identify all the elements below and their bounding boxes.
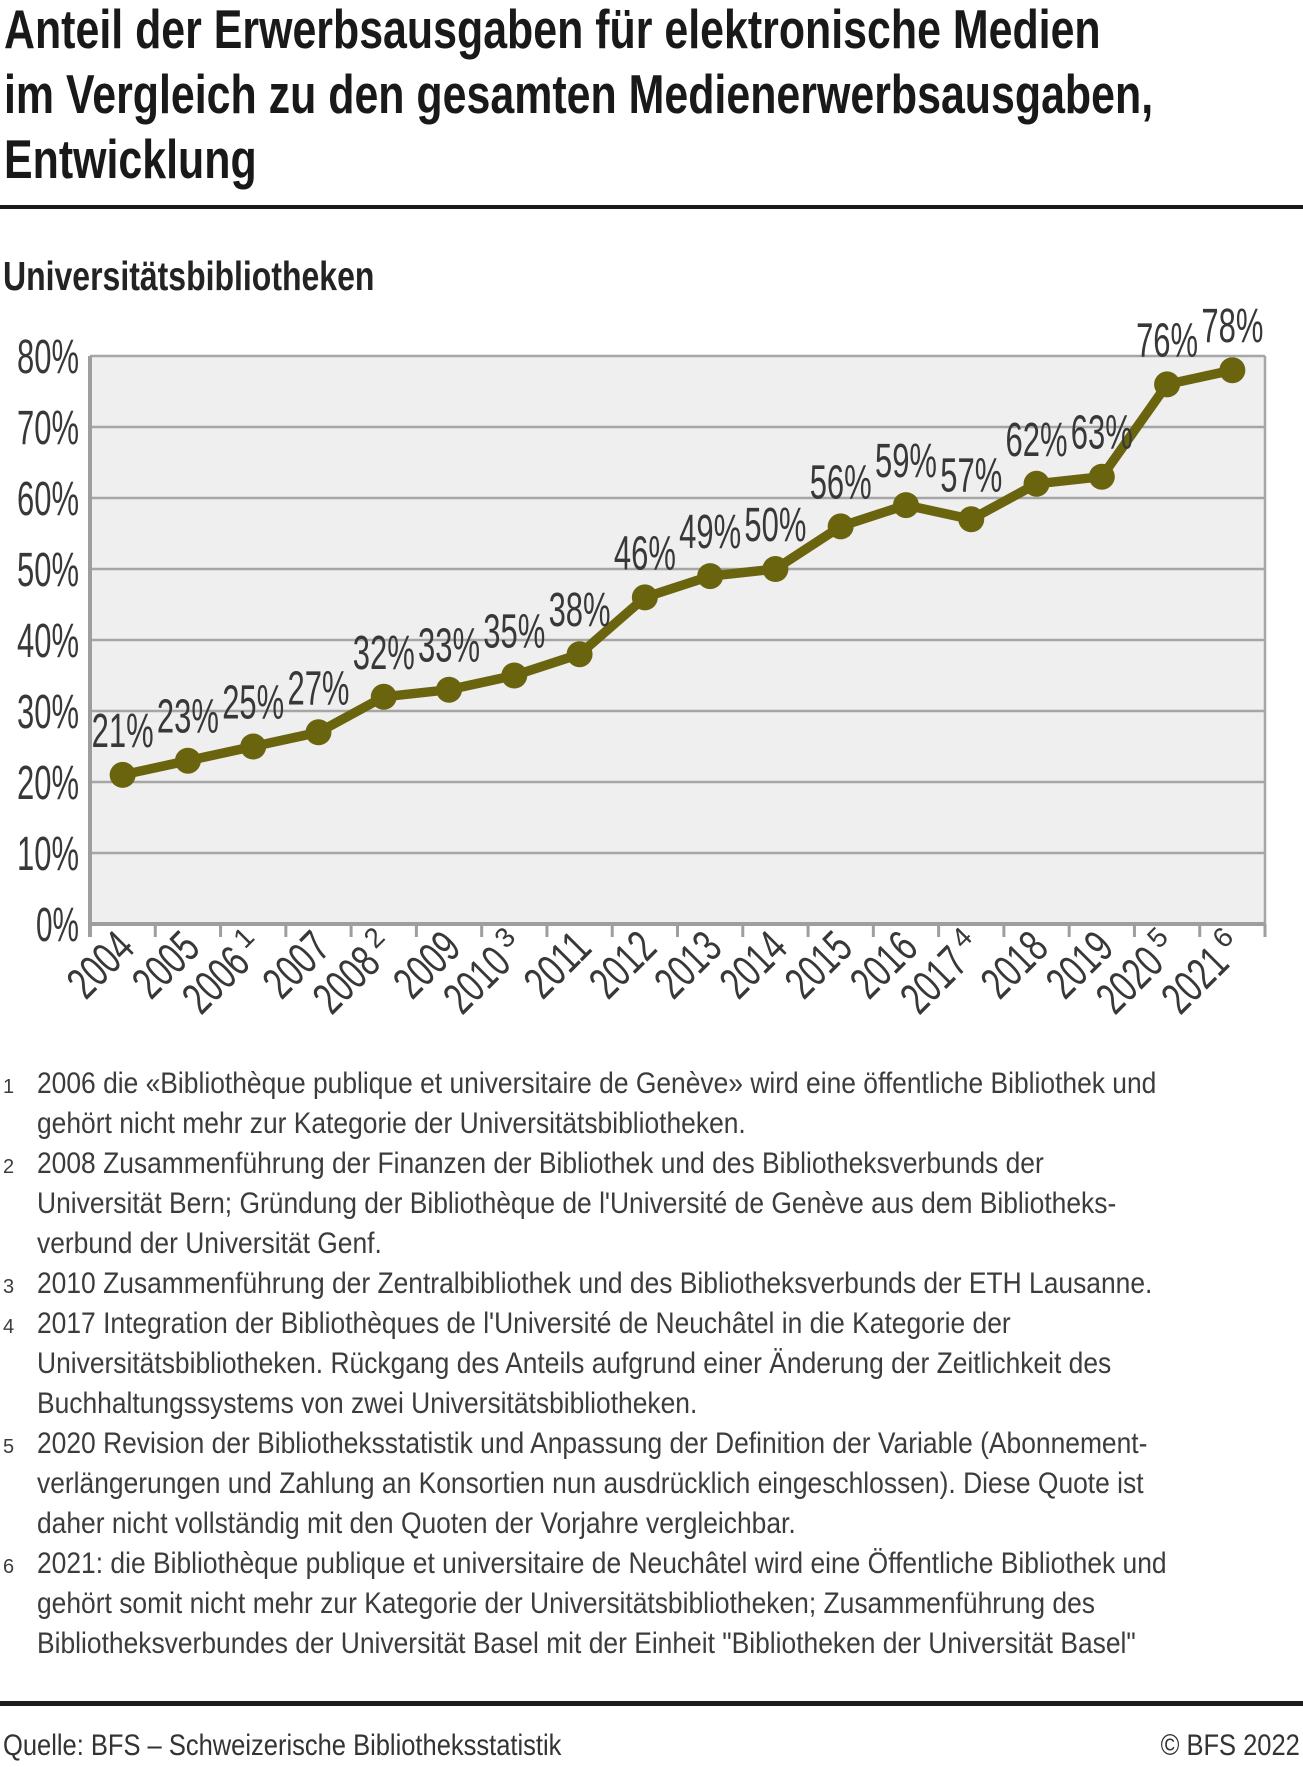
x-axis-labels: 2004200520061200720082200920103201120122… [57, 921, 1240, 1023]
data-label: 59% [875, 435, 937, 488]
data-point [631, 584, 658, 611]
data-point [566, 641, 593, 668]
data-point [1219, 357, 1246, 384]
footnote-text: 2006 die «Bibliothèque publique et unive… [37, 1067, 1157, 1140]
data-point [109, 761, 136, 788]
title-line-3: Entwicklung [4, 128, 257, 190]
footnote-marker: 5 [3, 1436, 15, 1458]
data-point [436, 676, 463, 703]
footnote-marker: 6 [3, 1556, 15, 1578]
y-tick-label: 20% [17, 757, 79, 810]
y-tick-label: 70% [17, 402, 79, 455]
data-point [762, 556, 789, 582]
data-label: 33% [418, 620, 480, 673]
footnote-marker: 4 [3, 1316, 15, 1338]
data-points [109, 357, 1246, 788]
y-tick-label: 50% [17, 544, 79, 597]
footnote-3: 3 2010 Zusammenführung der Zentralbibliot… [0, 1264, 1303, 1304]
footnote-marker: 3 [3, 1276, 15, 1298]
y-tick-label: 0% [36, 899, 79, 952]
gridlines [90, 354, 1267, 924]
y-axis-labels: 0% 10% 20% 30% 40% 50% 60% 70% 80% [17, 331, 79, 952]
footnote-text: 2008 Zusammenführung der Finanzen der Bi… [37, 1147, 1117, 1260]
data-point [240, 733, 267, 760]
source-text: Quelle: BFS – Schweizerische Bibliotheks… [3, 1729, 562, 1762]
y-tick-label: 40% [17, 615, 79, 668]
title-line-2: im Vergleich zu den gesamten Medienerwer… [4, 63, 1154, 125]
footnote-text: 2020 Revision der Bibliotheksstatistik u… [37, 1427, 1148, 1540]
data-label: 21% [92, 705, 154, 758]
y-tick-label: 10% [17, 828, 79, 881]
footnote-marker: 2 [3, 1156, 15, 1178]
data-labels: 21% 23% 25% 27%32% 33% 35% 38%46% 49% 50%56% 59% 5… [92, 300, 1264, 758]
line-chart: 0% 10% 20% 30% 40% 50% 60% 70% 80% 20042005200612… [17, 300, 1267, 1023]
data-point [174, 747, 201, 774]
data-label: 57% [940, 449, 1002, 502]
data-label: 78% [1201, 300, 1263, 353]
chart-subtitle: Universitätsbibliotheken [3, 253, 375, 299]
data-label: 62% [1006, 414, 1068, 467]
footnotes: 1 2006 die «Bibliothèque publique et univ… [0, 1064, 1303, 1664]
data-label: 46% [614, 527, 676, 580]
data-point [370, 683, 397, 710]
data-label: 63% [1071, 407, 1133, 460]
footnote-5: 5 2020 Revision der Bibliotheksstatistik … [0, 1424, 1303, 1544]
data-label: 27% [287, 662, 349, 715]
footnote-text: 2010 Zusammenführung der Zentralbiblioth… [37, 1267, 1153, 1300]
data-point [501, 662, 528, 689]
footnote-text: 2017 Integration der Bibliothèques de l'… [37, 1307, 1112, 1420]
footnote-6: 6 2021: die Bibliothèque publique et univ… [0, 1544, 1303, 1664]
y-tick-label: 30% [17, 686, 79, 739]
y-tick-label: 80% [17, 331, 79, 384]
page-title: Anteil der Erwerbsausgaben für elektroni… [4, 0, 1153, 192]
data-label: 23% [157, 691, 219, 744]
data-point [958, 506, 985, 533]
footnote-text: 2021: die Bibliothèque publique et unive… [37, 1547, 1167, 1660]
footnote-1: 1 2006 die «Bibliothèque publique et univ… [0, 1064, 1303, 1144]
title-line-1: Anteil der Erwerbsausgaben für elektroni… [4, 0, 1101, 60]
data-point [1088, 463, 1115, 490]
data-point [697, 563, 724, 590]
data-point [827, 513, 854, 540]
footnote-marker: 1 [3, 1076, 15, 1098]
x-ticks [88, 924, 1267, 937]
footnote-4: 4 2017 Integration der Bibliothèques de l… [0, 1304, 1303, 1424]
data-label: 76% [1136, 314, 1198, 367]
data-point [1154, 371, 1181, 398]
copyright-text: © BFS 2022 [1160, 1729, 1300, 1762]
footer-divider [0, 1701, 1303, 1706]
data-label: 49% [679, 506, 741, 559]
data-label: 25% [222, 677, 284, 730]
footer: Quelle: BFS – Schweizerische Bibliotheks… [3, 1729, 1300, 1763]
data-label: 32% [353, 627, 415, 680]
data-label: 38% [549, 584, 611, 637]
data-point [305, 719, 332, 746]
data-label: 50% [744, 499, 806, 552]
data-label: 35% [483, 606, 545, 659]
data-point [892, 492, 919, 519]
title-divider [0, 205, 1303, 209]
y-tick-label: 60% [17, 473, 79, 526]
footnote-2: 2 2008 Zusammenführung der Finanzen der B… [0, 1144, 1303, 1264]
data-point [1023, 470, 1050, 497]
data-label: 56% [810, 456, 872, 509]
